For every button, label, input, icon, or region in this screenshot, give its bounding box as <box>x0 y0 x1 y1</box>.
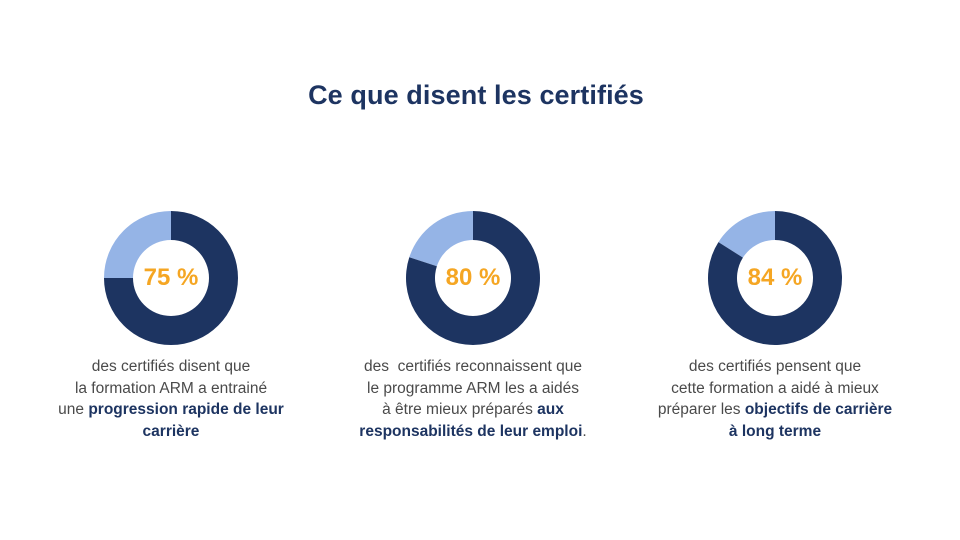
caption-1-line-2: la formation ARM a entrainé <box>74 379 268 397</box>
donut-3-value-slice <box>708 211 842 345</box>
caption-2-line-4-text: . <box>582 422 587 440</box>
donut-svg-3 <box>708 211 842 345</box>
caption-1-line-1: des certifiés disent que <box>91 358 251 375</box>
caption-3-line-3: préparer les objectifs de carrière <box>625 399 925 421</box>
donut-2-value-slice <box>406 211 540 345</box>
caption-2-line-3-emphasis: aux <box>537 401 564 418</box>
caption-2-line-2: le programme ARM les a aidés <box>367 379 579 397</box>
donut-chart-1: 75 % <box>101 208 241 348</box>
stat-block-1: 75 % des certifiés disent que la formati… <box>21 208 321 442</box>
donut-2-remainder-slice <box>409 211 473 267</box>
donut-chart-3: 84 % <box>705 208 845 348</box>
stat-2-caption: des certifiés reconnaissent que le progr… <box>323 356 623 442</box>
caption-1-line-3-emphasis: progression rapide de leur <box>88 401 284 418</box>
caption-3-line-4-emphasis: à long terme <box>728 422 822 440</box>
caption-1-line-3-text: une <box>58 401 89 418</box>
donut-1-value-label: 75 % <box>143 264 199 291</box>
donut-2-value-label: 80 % <box>445 264 501 291</box>
caption-2-line-3: à être mieux préparés aux <box>323 399 623 421</box>
caption-3-line-3-text: préparer les <box>657 401 745 418</box>
stat-block-3: 84 % des certifiés pensent que cette for… <box>625 208 925 442</box>
donut-1-remainder-slice <box>104 211 171 278</box>
donut-3-remainder-slice <box>718 211 775 258</box>
donut-svg-2 <box>406 211 540 345</box>
caption-2-line-1: des certifiés reconnaissent que <box>364 358 582 375</box>
donut-svg-1 <box>104 211 238 345</box>
caption-2-line-4: responsabilités de leur emploi. <box>323 421 623 443</box>
caption-1-line-4-emphasis: carrière <box>142 422 200 440</box>
stat-block-2: 80 % des certifiés reconnaissent que le … <box>323 208 623 442</box>
stat-3-caption: des certifiés pensent que cette formatio… <box>625 356 925 442</box>
caption-3-line-4: à long terme <box>625 421 925 443</box>
caption-3-line-1: des certifiés pensent que <box>688 358 862 375</box>
donut-1-value-slice <box>104 211 238 345</box>
donut-chart-2: 80 % <box>403 208 543 348</box>
page-title: Ce que disent les certifiés <box>308 80 644 110</box>
caption-2-line-4-emphasis: responsabilités de leur emploi <box>359 422 583 440</box>
caption-1-line-3: une progression rapide de leur <box>21 399 321 421</box>
caption-3-line-2: cette formation a aidé à mieux <box>671 379 879 397</box>
caption-3-line-3-emphasis: objectifs de carrière <box>744 401 893 418</box>
stat-1-caption: des certifiés disent que la formation AR… <box>21 356 321 442</box>
caption-2-line-3-text: à être mieux préparés <box>382 401 538 418</box>
caption-1-line-4: carrière <box>21 421 321 443</box>
donut-3-value-label: 84 % <box>747 264 803 291</box>
